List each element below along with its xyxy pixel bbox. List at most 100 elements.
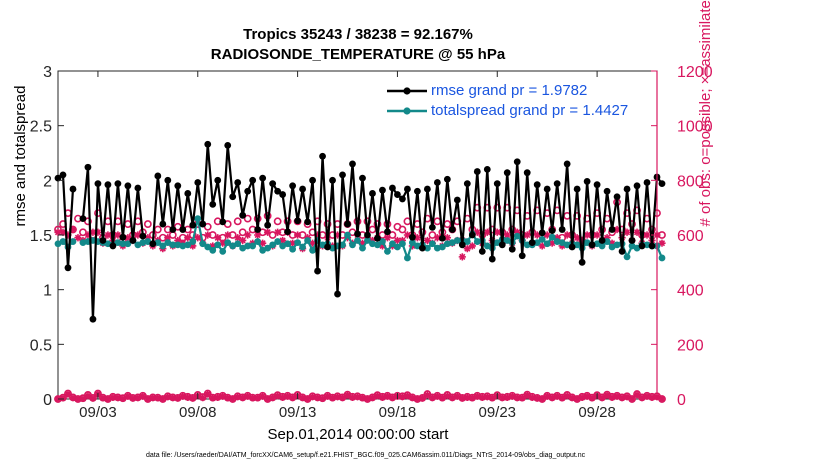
bottom_assim-marker	[284, 392, 292, 400]
legend-spread-swatch	[387, 107, 427, 115]
rmse-point	[563, 160, 571, 168]
spread-point	[159, 242, 167, 250]
bottom_assim-marker	[289, 394, 297, 402]
bottom_assim-marker	[548, 394, 556, 402]
bottom_assim-marker	[628, 395, 636, 403]
assimilated-marker	[289, 239, 297, 247]
rmse-point	[473, 168, 481, 175]
rmse-point	[79, 215, 87, 223]
right-tick-label: 400	[677, 283, 704, 300]
bottom_assim-marker	[373, 392, 382, 400]
rmse-point	[528, 239, 536, 247]
rmse-point	[409, 233, 416, 241]
spread-point	[423, 244, 431, 252]
rmse-point	[149, 240, 157, 248]
rmse-point	[384, 228, 391, 236]
rmse-point	[159, 220, 167, 228]
assimilated-marker	[403, 231, 412, 239]
spread-point	[344, 231, 351, 239]
rmse-point	[129, 237, 137, 244]
rmse-point	[453, 196, 461, 204]
assimilated-marker	[468, 242, 476, 250]
assimilated-marker	[658, 239, 666, 247]
rmse-point	[194, 179, 202, 186]
spread-point	[294, 239, 301, 247]
rmse-point	[643, 179, 651, 186]
rmse-point	[309, 176, 316, 184]
bottom_assim-marker	[89, 394, 97, 402]
bottom_assim-marker	[254, 394, 262, 402]
bottom_assim-marker	[119, 394, 127, 403]
spread-point	[379, 238, 386, 245]
rmse-point	[319, 152, 326, 160]
bottom_assim-marker	[239, 394, 247, 402]
assimilated-marker	[433, 234, 441, 242]
bottom_assim-marker	[353, 393, 362, 401]
bottom_assim-marker	[553, 392, 561, 400]
assimilated-marker	[608, 239, 616, 247]
bottom_assim-marker	[164, 393, 172, 401]
assimilated-marker	[69, 225, 77, 234]
rmse-point	[463, 180, 471, 188]
bottom_assim-marker	[269, 394, 277, 402]
bottom_assim-marker	[214, 393, 222, 401]
rmse-point	[59, 171, 67, 179]
right-tick-label: 600	[677, 228, 704, 245]
bottom_assim-marker	[308, 393, 317, 401]
rmse-point	[558, 226, 566, 233]
rmse-point	[523, 169, 531, 177]
right-tick-label: 800	[677, 173, 704, 190]
spread-point	[69, 238, 77, 245]
bottom_assim-marker	[74, 395, 82, 403]
rmse-point	[109, 242, 117, 250]
spread-point	[274, 238, 282, 245]
assimilated-marker	[458, 253, 466, 261]
bottom_assim-marker	[259, 392, 267, 400]
rmse-point	[69, 185, 77, 193]
bottom_assim-marker	[473, 392, 481, 400]
rmse-point	[628, 237, 636, 244]
left-tick-label: 2	[43, 173, 52, 190]
spread-point	[214, 241, 222, 249]
rmse-point	[184, 190, 192, 197]
bottom_assim-marker	[578, 393, 586, 401]
assimilated-marker	[254, 231, 262, 239]
spread-point	[224, 239, 232, 247]
bottom_assim-marker	[144, 395, 152, 403]
rmse-point	[274, 187, 282, 195]
spread-point	[234, 240, 242, 248]
rmse-point	[94, 180, 102, 188]
bottom_assim-marker	[209, 394, 217, 402]
rmse-point	[623, 185, 631, 193]
x-tick-label: 09/23	[478, 404, 516, 421]
rmse-point	[518, 252, 526, 260]
right-tick-label: 200	[677, 337, 704, 354]
spread-point	[543, 240, 551, 248]
rmse-point	[174, 182, 182, 190]
bottom_assim-marker	[618, 394, 626, 402]
bottom_assim-marker	[458, 394, 466, 402]
rmse-point	[438, 234, 446, 242]
assimilated-marker	[548, 239, 556, 247]
assimilated-marker	[578, 236, 586, 245]
spread-point	[364, 237, 371, 244]
rmse-point	[428, 223, 436, 231]
bottom_assim-marker	[368, 394, 377, 402]
bottom_assim-marker	[204, 390, 212, 398]
rmse-point	[399, 195, 406, 203]
bottom_assim-marker	[543, 392, 551, 400]
spread-point	[354, 237, 361, 244]
rmse-point	[603, 187, 611, 195]
x-tick-label: 09/28	[578, 404, 616, 421]
assimilated-marker	[423, 236, 431, 245]
bottom_assim-marker	[568, 394, 576, 402]
assimilated-marker	[219, 239, 227, 247]
bottom_assim-marker	[423, 391, 431, 399]
assimilated-marker	[383, 234, 392, 242]
assimilated-marker	[134, 231, 142, 239]
bottom_assim-marker	[274, 392, 282, 400]
bottom_assim-marker	[219, 392, 227, 400]
x-tick-label: 09/13	[279, 404, 317, 421]
possible-marker	[233, 217, 242, 226]
bottom_assim-marker	[114, 394, 122, 402]
